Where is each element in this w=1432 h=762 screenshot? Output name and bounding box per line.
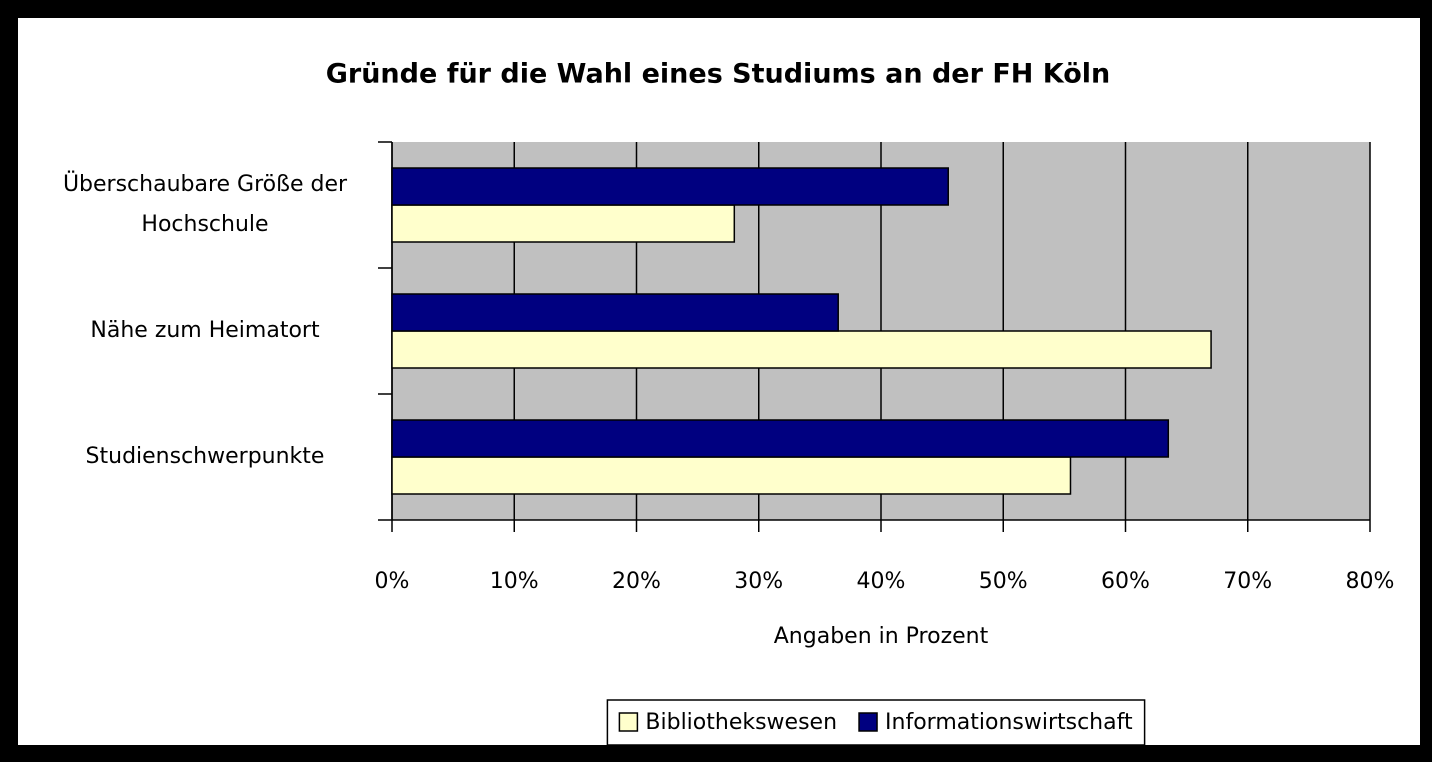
bar <box>391 293 839 332</box>
bar <box>391 204 736 243</box>
bar <box>391 330 1212 369</box>
x-tick-label: 70% <box>1223 569 1272 594</box>
bar <box>391 456 1072 495</box>
legend-swatch <box>618 712 639 732</box>
x-axis-title: Angaben in Prozent <box>774 624 989 649</box>
x-tick-label: 10% <box>490 569 539 594</box>
legend-label: Informationswirtschaft <box>885 710 1133 735</box>
x-tick-label: 80% <box>1346 569 1395 594</box>
x-tick-label: 40% <box>857 569 906 594</box>
legend-label: Bibliothekswesen <box>645 710 837 735</box>
x-tick-label: 20% <box>612 569 661 594</box>
y-tick-label: Überschaubare Größe der Hochschule <box>62 172 348 237</box>
x-tick-label: 0% <box>375 569 410 594</box>
x-tick-label: 50% <box>979 569 1028 594</box>
y-tick-label: Studienschwerpunkte <box>85 444 325 469</box>
x-tick-label: 30% <box>734 569 783 594</box>
x-tick-label: 60% <box>1101 569 1150 594</box>
bar <box>391 167 949 206</box>
bar <box>391 419 1170 458</box>
legend-swatch <box>858 712 878 732</box>
chart-title: Gründe für die Wahl eines Studiums an de… <box>326 59 1111 90</box>
y-tick-label: Nähe zum Heimatort <box>90 318 320 343</box>
